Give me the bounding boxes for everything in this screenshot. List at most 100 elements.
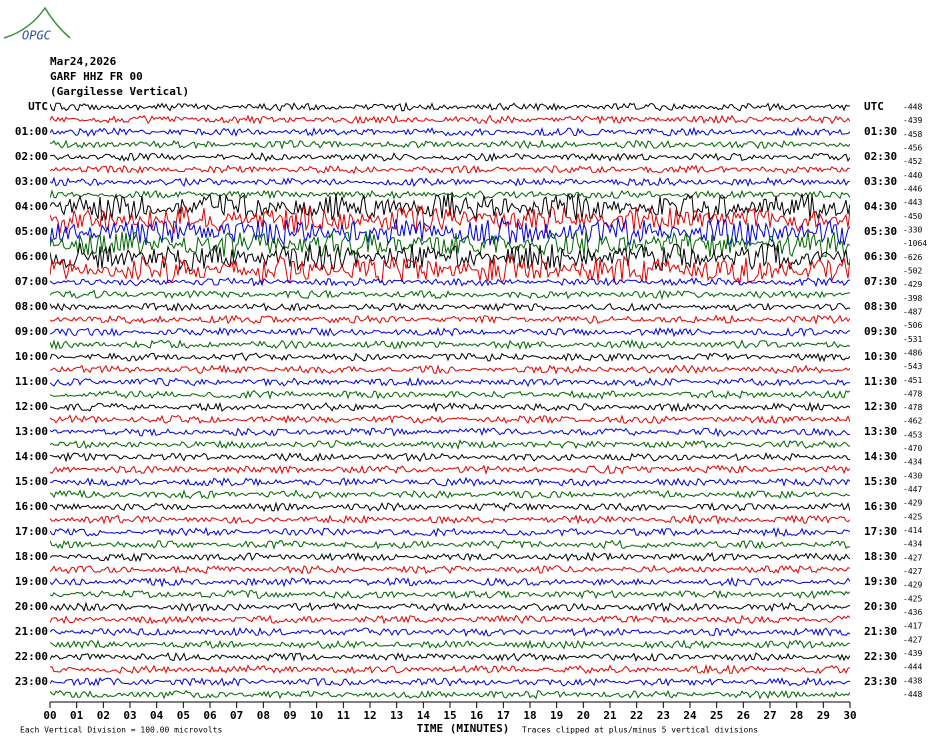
trace-offset: -427 <box>903 635 922 644</box>
left-time-label: 05:00 <box>15 225 48 238</box>
trace <box>50 564 850 575</box>
right-time-label: 02:30 <box>864 150 897 163</box>
x-tick-label: 15 <box>443 709 456 722</box>
trace <box>50 513 850 525</box>
x-tick-label: 29 <box>817 709 830 722</box>
trace <box>50 204 850 235</box>
x-tick-label: 13 <box>390 709 403 722</box>
left-time-label: 20:00 <box>15 600 48 613</box>
traces <box>50 101 850 700</box>
left-time-label: 23:00 <box>15 675 48 688</box>
trace <box>50 601 850 613</box>
left-time-label: 08:00 <box>15 300 48 313</box>
x-tick-label: 20 <box>577 709 590 722</box>
left-time-label: 04:00 <box>15 200 48 213</box>
trace <box>50 439 850 450</box>
trace-offset: -417 <box>903 622 922 631</box>
trace <box>50 230 850 258</box>
trace-offset: -438 <box>903 676 922 685</box>
right-time-label: 21:30 <box>864 625 897 638</box>
trace-offset: -434 <box>903 540 922 549</box>
x-tick-label: 00 <box>43 709 56 722</box>
right-time-label: 14:30 <box>864 450 897 463</box>
right-time-label: 20:30 <box>864 600 897 613</box>
x-tick-label: 02 <box>97 709 110 722</box>
left-time-label: 02:00 <box>15 150 48 163</box>
clip-note: Traces clipped at plus/minus 5 vertical … <box>522 726 758 735</box>
trace <box>50 302 850 313</box>
right-time-label: 17:30 <box>864 525 897 538</box>
trace <box>50 501 850 513</box>
trace <box>50 364 850 375</box>
trace-offset: -398 <box>903 294 922 303</box>
trace <box>50 338 850 351</box>
trace <box>50 663 850 675</box>
trace-offset: -429 <box>903 280 922 289</box>
trace-offset: -626 <box>903 253 922 262</box>
trace-offset: -330 <box>903 225 922 234</box>
x-tick-label: 11 <box>337 709 351 722</box>
x-tick-label: 30 <box>843 709 856 722</box>
left-time-label: 17:00 <box>15 525 48 538</box>
trace-offset: -448 <box>903 103 922 112</box>
left-time-label: 03:00 <box>15 175 48 188</box>
trace <box>50 114 850 125</box>
left-time-label: 09:00 <box>15 325 48 338</box>
right-time-label: 11:30 <box>864 375 897 388</box>
trace-offset: -439 <box>903 116 922 125</box>
trace <box>50 151 850 163</box>
trace <box>50 651 850 663</box>
left-time-label: 12:00 <box>15 400 48 413</box>
trace <box>50 289 850 301</box>
trace-offset: -543 <box>903 362 922 371</box>
trace <box>50 639 850 650</box>
right-time-label: 16:30 <box>864 500 897 513</box>
station: GARF HHZ FR 00 <box>50 70 143 83</box>
left-time-label: 15:00 <box>15 475 48 488</box>
trace <box>50 526 850 538</box>
trace <box>50 476 850 488</box>
trace-offset: -450 <box>903 212 922 221</box>
trace-offset: -429 <box>903 581 922 590</box>
x-tick-label: 23 <box>657 709 670 722</box>
trace-offset: -446 <box>903 184 922 193</box>
trace-offset: -458 <box>903 130 922 139</box>
trace-offset: -427 <box>903 553 922 562</box>
trace-offset: -453 <box>903 430 922 439</box>
x-tick-label: 26 <box>737 709 751 722</box>
trace <box>50 176 850 188</box>
trace-offset: -440 <box>903 171 922 180</box>
logo-mark <box>3 6 71 39</box>
trace <box>50 352 850 363</box>
trace <box>50 101 850 112</box>
x-tick-label: 06 <box>203 709 217 722</box>
trace <box>50 589 850 600</box>
trace <box>50 314 850 326</box>
left-time-label: 16:00 <box>15 500 48 513</box>
left-time-label: 22:00 <box>15 650 48 663</box>
trace <box>50 539 850 550</box>
trace <box>50 326 850 338</box>
right-time-label: 10:30 <box>864 350 897 363</box>
trace <box>50 189 850 200</box>
trace <box>50 126 850 137</box>
right-time-label: 12:30 <box>864 400 897 413</box>
right-time-label: 08:30 <box>864 300 897 313</box>
x-tick-label: 07 <box>230 709 243 722</box>
x-tick-label: 28 <box>790 709 803 722</box>
left-time-label: 18:00 <box>15 550 48 563</box>
x-tick-label: 05 <box>177 709 190 722</box>
trace <box>50 451 850 463</box>
x-tick-label: 18 <box>523 709 536 722</box>
x-tick-label: 08 <box>257 709 270 722</box>
left-time-label: 01:00 <box>15 125 48 138</box>
trace <box>50 676 850 687</box>
x-tick-label: 27 <box>763 709 776 722</box>
trace-offset: -487 <box>903 307 922 316</box>
x-tick-label: 21 <box>603 709 617 722</box>
trace <box>50 401 850 413</box>
trace <box>50 164 850 175</box>
x-tick-label: 16 <box>470 709 484 722</box>
trace <box>50 614 850 625</box>
